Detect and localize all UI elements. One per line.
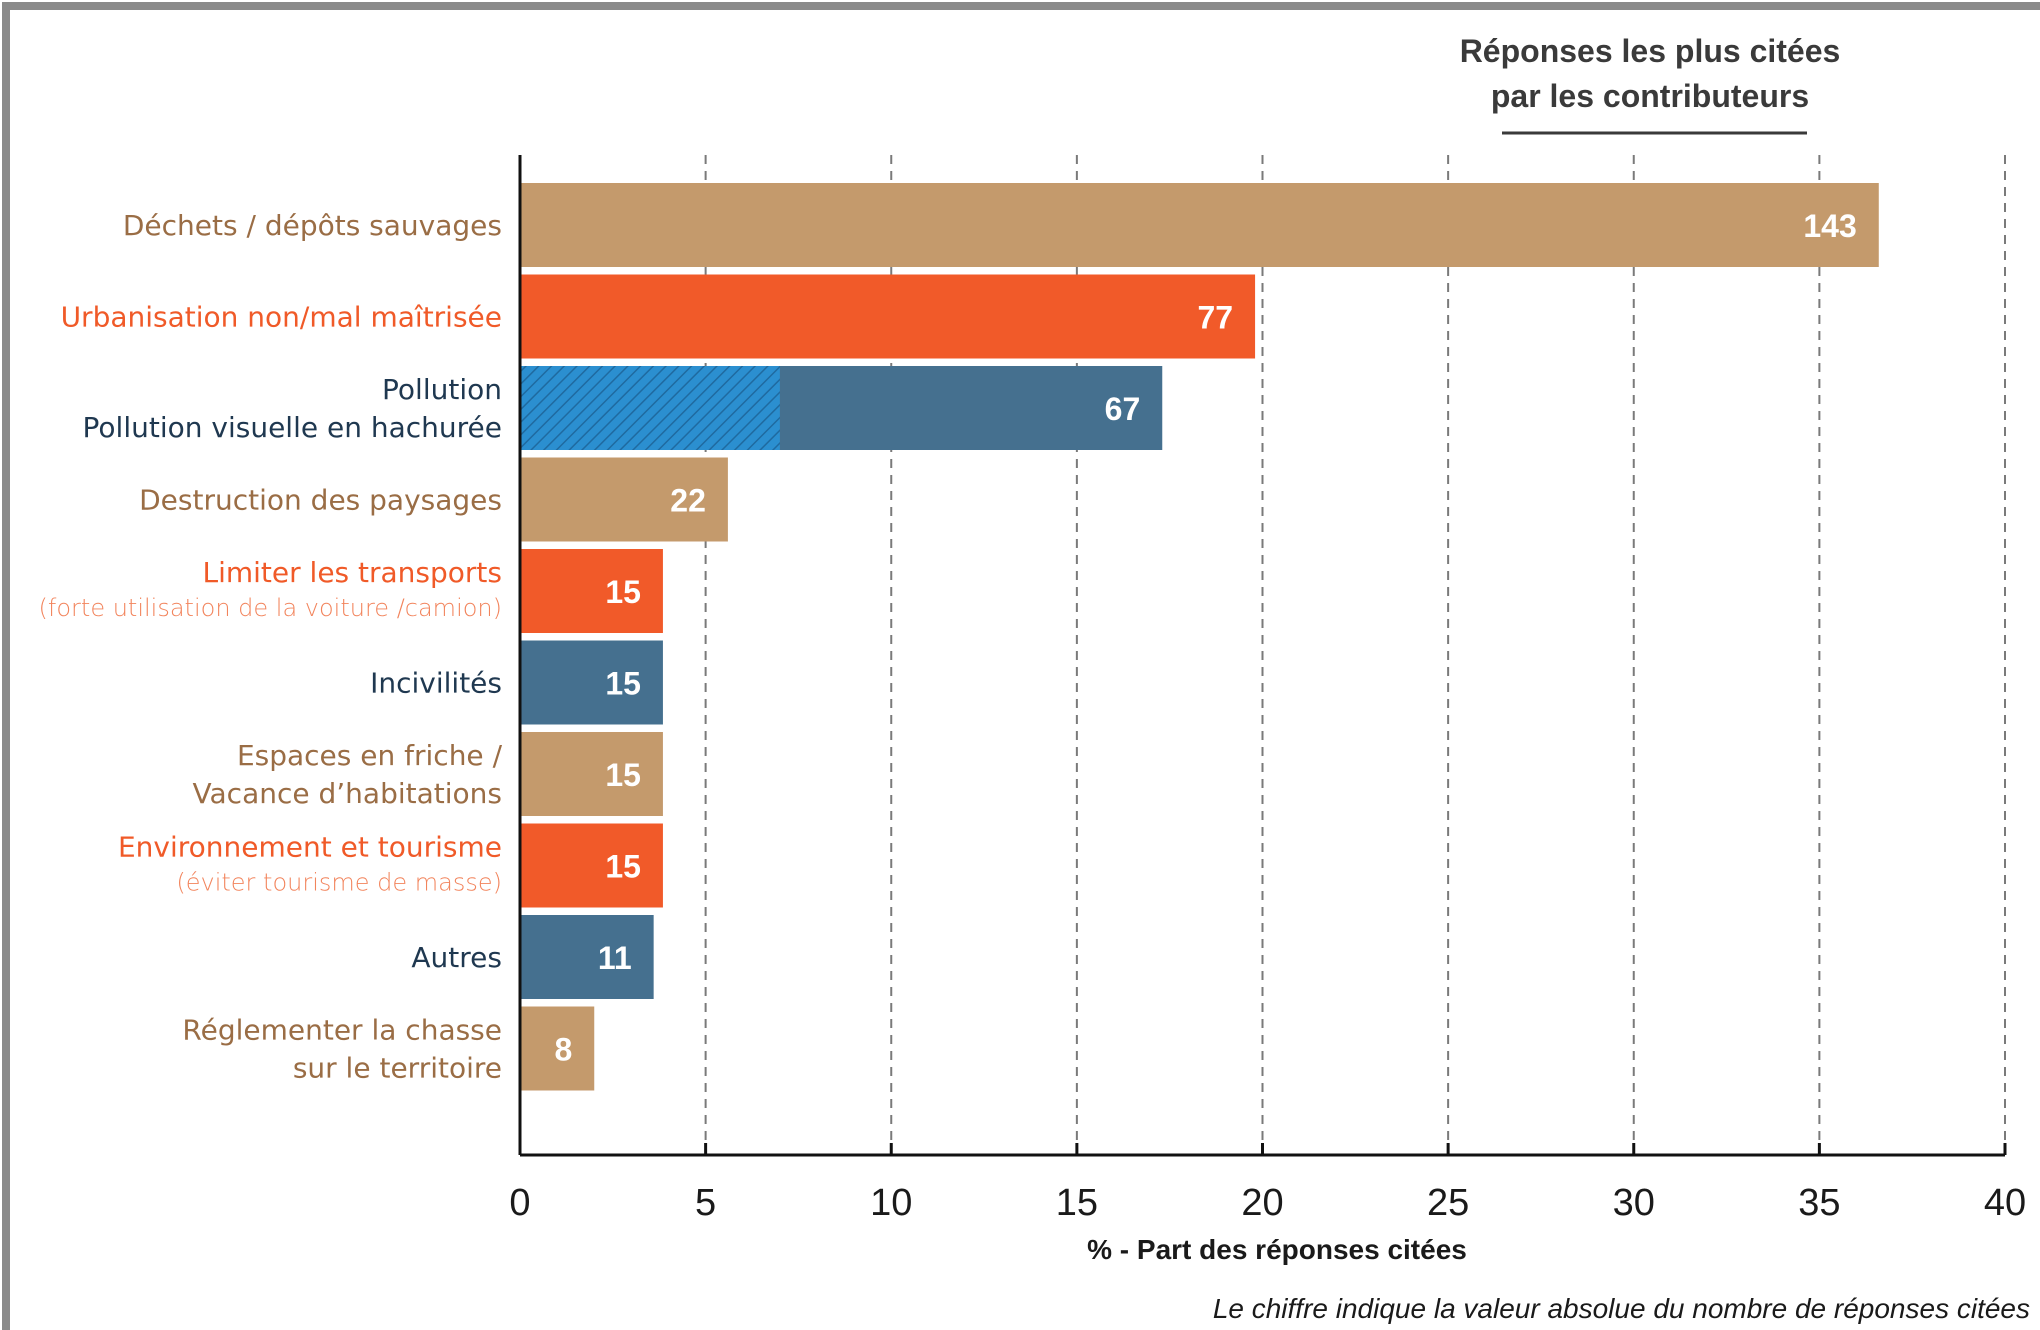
chart-note: Le chiffre indique la valeur absolue du … xyxy=(1213,1293,2030,1324)
bar-count-label-2: 67 xyxy=(1105,391,1141,427)
category-label-4-line-0: Limiter les transports xyxy=(202,556,502,589)
bar-count-label-1: 77 xyxy=(1197,300,1233,336)
x-tick-label-8: 40 xyxy=(1984,1182,2026,1224)
bar-count-label-5: 15 xyxy=(605,666,641,702)
bar-7 xyxy=(520,823,663,908)
grid-lines xyxy=(704,155,2006,1155)
category-label-9-line-1: sur le territoire xyxy=(293,1052,502,1085)
bar-count-label-8: 11 xyxy=(598,940,632,976)
x-tick-label-2: 10 xyxy=(870,1182,912,1224)
bar-count-label-9: 8 xyxy=(554,1032,572,1068)
x-tick-label-6: 30 xyxy=(1613,1182,1655,1224)
axes xyxy=(518,155,2007,1157)
x-tick-label-3: 15 xyxy=(1056,1182,1098,1224)
bar-6 xyxy=(520,732,663,816)
x-tick-label-5: 25 xyxy=(1427,1182,1469,1224)
category-label-0-line-0: Déchets / dépôts sauvages xyxy=(123,209,502,242)
x-tick-label-4: 20 xyxy=(1241,1182,1283,1224)
category-label-2-line-1: Pollution visuelle en hachurée xyxy=(83,411,502,444)
category-label-5-line-0: Incivilités xyxy=(370,667,502,700)
category-sublabel-4-line-0: (forte utilisation de la voiture /camion… xyxy=(39,594,502,622)
bar-1 xyxy=(520,274,1256,359)
bar-5 xyxy=(520,640,663,725)
x-tick-label-1: 5 xyxy=(695,1182,716,1224)
category-label-9-line-0: Réglementer la chasse xyxy=(182,1014,502,1047)
chart-title-line-1: Réponses les plus citées xyxy=(1460,33,1841,69)
category-label-8-line-0: Autres xyxy=(411,941,502,974)
x-tick-label-0: 0 xyxy=(509,1182,530,1224)
chart-title: Réponses les plus citées par les contrib… xyxy=(1460,33,1841,135)
category-label-7-line-0: Environnement et tourisme xyxy=(118,831,502,864)
category-label-1-line-0: Urbanisation non/mal maîtrisée xyxy=(61,301,502,334)
bar-count-label-0: 143 xyxy=(1803,208,1856,244)
bar-count-label-6: 15 xyxy=(605,757,641,793)
category-label-3-line-0: Destruction des paysages xyxy=(139,484,502,517)
x-tick-labels: 0 5 10 15 20 25 30 35 40 xyxy=(509,1182,2026,1224)
bar-count-label-4: 15 xyxy=(605,574,641,610)
bars: 143 77 67 22 15 15 15 15 11 8 xyxy=(520,183,1879,1091)
bar-hatched-segment xyxy=(520,366,780,450)
bar-4 xyxy=(520,549,663,633)
bar-3 xyxy=(520,457,728,542)
bar-0 xyxy=(520,183,1879,267)
category-label-6-line-0: Espaces en friche / xyxy=(237,739,503,772)
category-labels: Déchets / dépôts sauvages Urbanisation no… xyxy=(39,209,503,1085)
chart-title-line-2: par les contributeurs xyxy=(1491,78,1809,114)
category-label-2-line-0: Pollution xyxy=(382,373,502,406)
bar-count-label-3: 22 xyxy=(670,483,706,519)
bar-8 xyxy=(520,915,654,999)
category-label-6-line-1: Vacance d’habitations xyxy=(193,777,502,810)
x-axis-label: % - Part des réponses citées xyxy=(1087,1234,1467,1265)
x-tick-label-7: 35 xyxy=(1798,1182,1840,1224)
category-sublabel-7-line-0: (éviter tourisme de masse) xyxy=(176,869,502,897)
bar-count-label-7: 15 xyxy=(605,849,641,885)
bar-9 xyxy=(520,1006,595,1091)
